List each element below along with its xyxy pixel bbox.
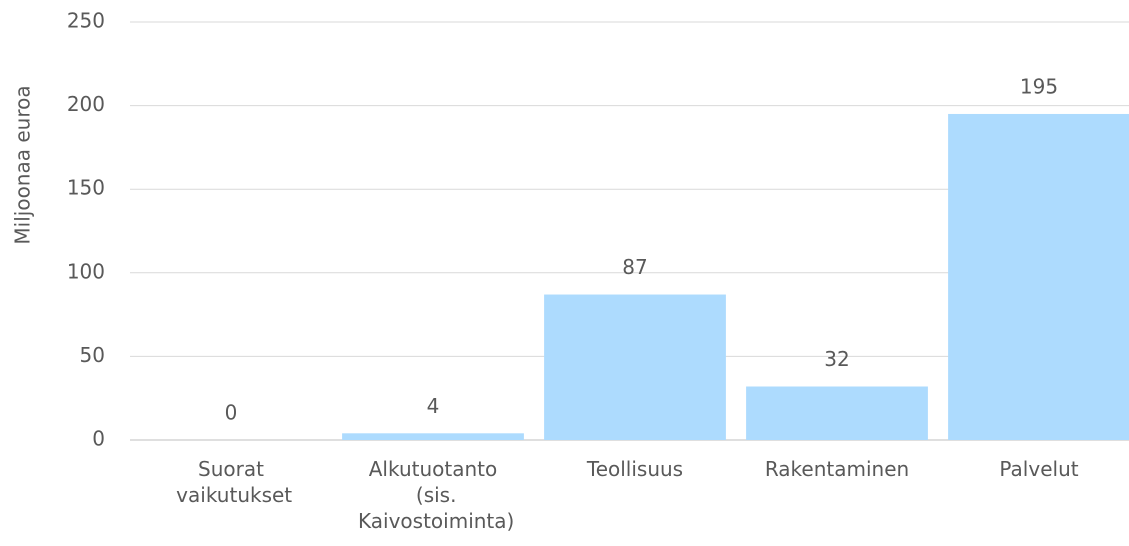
value-label: 4 [427, 394, 440, 418]
y-axis-label: Miljoonaa euroa [11, 85, 35, 244]
bar [746, 386, 928, 440]
bar [948, 113, 1129, 441]
value-label: 0 [225, 401, 238, 425]
x-tick-label: Rakentaminen [765, 457, 909, 481]
bar [342, 433, 524, 440]
y-tick-label: 250 [67, 9, 105, 33]
value-label: 195 [1020, 74, 1058, 98]
y-tick-label: 0 [92, 427, 105, 451]
bar [544, 294, 726, 440]
x-tick-label: Teollisuus [586, 457, 683, 481]
value-label: 32 [824, 347, 849, 371]
y-tick-label: 100 [67, 259, 105, 283]
x-tick-label: Alkutuotanto (sis. Kaivostoiminta) [352, 457, 515, 533]
y-tick-label: 200 [67, 92, 105, 116]
y-tick-label: 150 [67, 176, 105, 200]
y-tick-label: 50 [80, 343, 105, 367]
x-tick-label: Palvelut [999, 457, 1078, 481]
value-label: 87 [622, 255, 647, 279]
x-tick-label: Suorat vaikutukset [170, 457, 292, 507]
